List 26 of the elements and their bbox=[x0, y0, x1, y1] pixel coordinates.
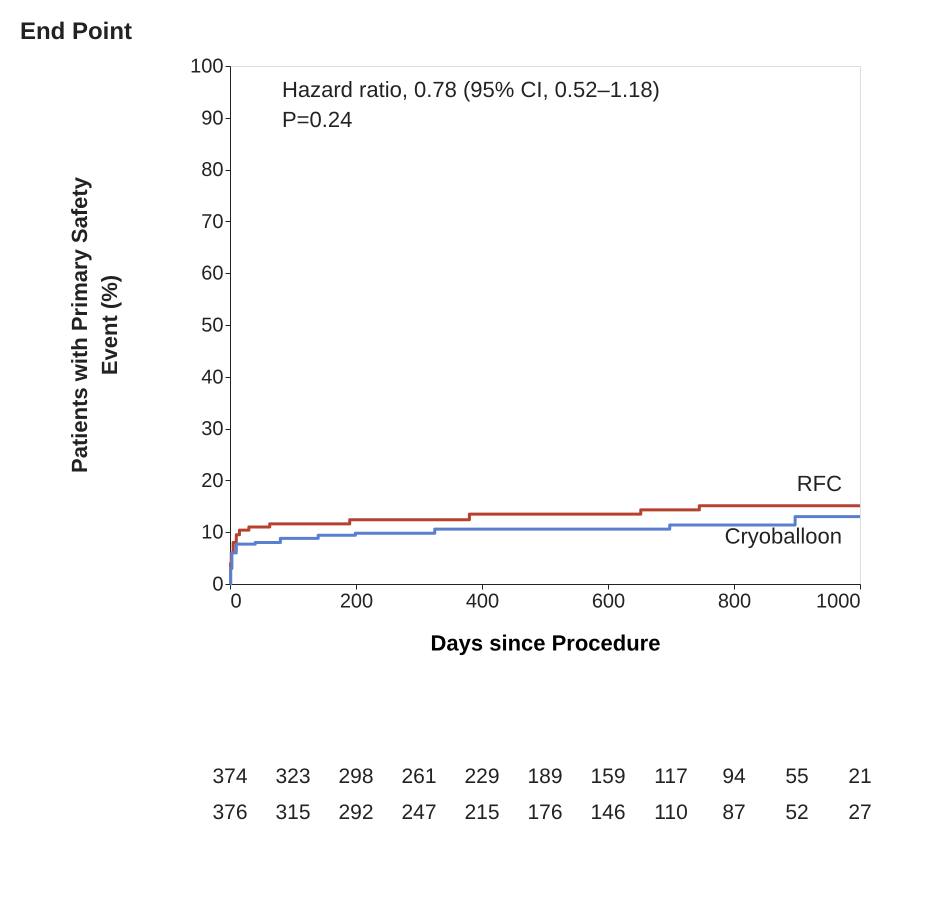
y-tick-label: 100 bbox=[190, 56, 224, 78]
y-tick-label: 80 bbox=[201, 159, 224, 182]
y-axis-title: Patients with Primary Safety Event (%) bbox=[67, 176, 122, 473]
x-tick-label: 600 bbox=[592, 590, 626, 612]
y-tick-label: 90 bbox=[201, 107, 224, 130]
x-tick-label: 0 bbox=[230, 590, 242, 612]
text: 376 315 292 247 215 176 146 110 87 52 27 bbox=[212, 801, 872, 824]
x-tick-label: 1000 bbox=[816, 590, 860, 612]
x-tick-label: 800 bbox=[718, 590, 752, 612]
annotation: P=0.24 bbox=[282, 107, 352, 132]
y-tick-label: 70 bbox=[201, 210, 224, 233]
series-label: RFC bbox=[796, 470, 842, 496]
y-tick-label: 60 bbox=[201, 262, 224, 285]
y-tick-label: 0 bbox=[212, 574, 224, 596]
chart-title: End Point bbox=[20, 18, 132, 45]
y-tick-label: 40 bbox=[201, 366, 224, 388]
text: 374 323 298 261 229 189 159 117 94 55 21 bbox=[212, 765, 872, 788]
y-tick-label: 30 bbox=[201, 418, 224, 440]
y-tick-label: 20 bbox=[201, 470, 224, 492]
x-tick-label: 400 bbox=[466, 590, 500, 612]
y-tick-label: 10 bbox=[201, 522, 224, 544]
series-label: Cryoballoon bbox=[724, 524, 842, 549]
annotation: Hazard ratio, 0.78 (95% CI, 0.52–1.18) bbox=[282, 77, 660, 102]
x-tick-label: 200 bbox=[340, 590, 374, 612]
y-tick-label: 50 bbox=[201, 314, 224, 336]
x-axis-title: Days since Procedure bbox=[430, 630, 660, 656]
